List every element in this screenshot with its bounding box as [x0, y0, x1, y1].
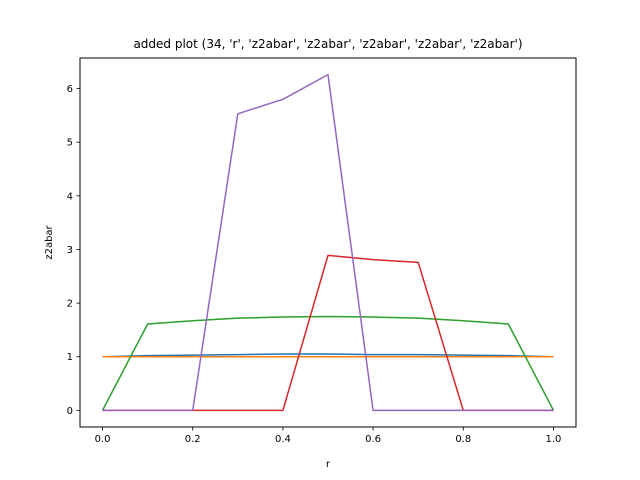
- series-line-5: [102, 73, 554, 412]
- x-tick-label: 0.0: [95, 434, 111, 445]
- x-tick-label: 0.2: [185, 434, 201, 445]
- x-tick-label: 0.4: [275, 434, 291, 445]
- y-tick-label: 5: [67, 138, 73, 149]
- x-tick-label: 0.6: [365, 434, 381, 445]
- y-axis: 0 1 2 3 4 5 6: [67, 84, 80, 417]
- y-tick-label: 1: [67, 352, 73, 363]
- series-line-1: [102, 353, 554, 358]
- plot-lines: [101, 73, 555, 412]
- series-line-4: [102, 254, 554, 412]
- x-tick-label: 0.8: [455, 434, 471, 445]
- y-tick-label: 6: [67, 84, 73, 95]
- y-tick-label: 2: [67, 299, 73, 310]
- y-tick-label: 4: [67, 191, 73, 202]
- y-axis-label: z2abar: [44, 224, 55, 259]
- x-axis-label: r: [326, 459, 331, 470]
- x-axis: 0.0 0.2 0.4 0.6 0.8 1.0: [95, 427, 562, 445]
- x-tick-label: 1.0: [546, 434, 562, 445]
- y-tick-label: 3: [67, 245, 73, 256]
- chart-title: added plot (34, 'r', 'z2abar', 'z2abar',…: [133, 37, 522, 51]
- series-line-3: [101, 315, 555, 411]
- y-tick-label: 0: [67, 406, 73, 417]
- plot-frame: [79, 57, 577, 428]
